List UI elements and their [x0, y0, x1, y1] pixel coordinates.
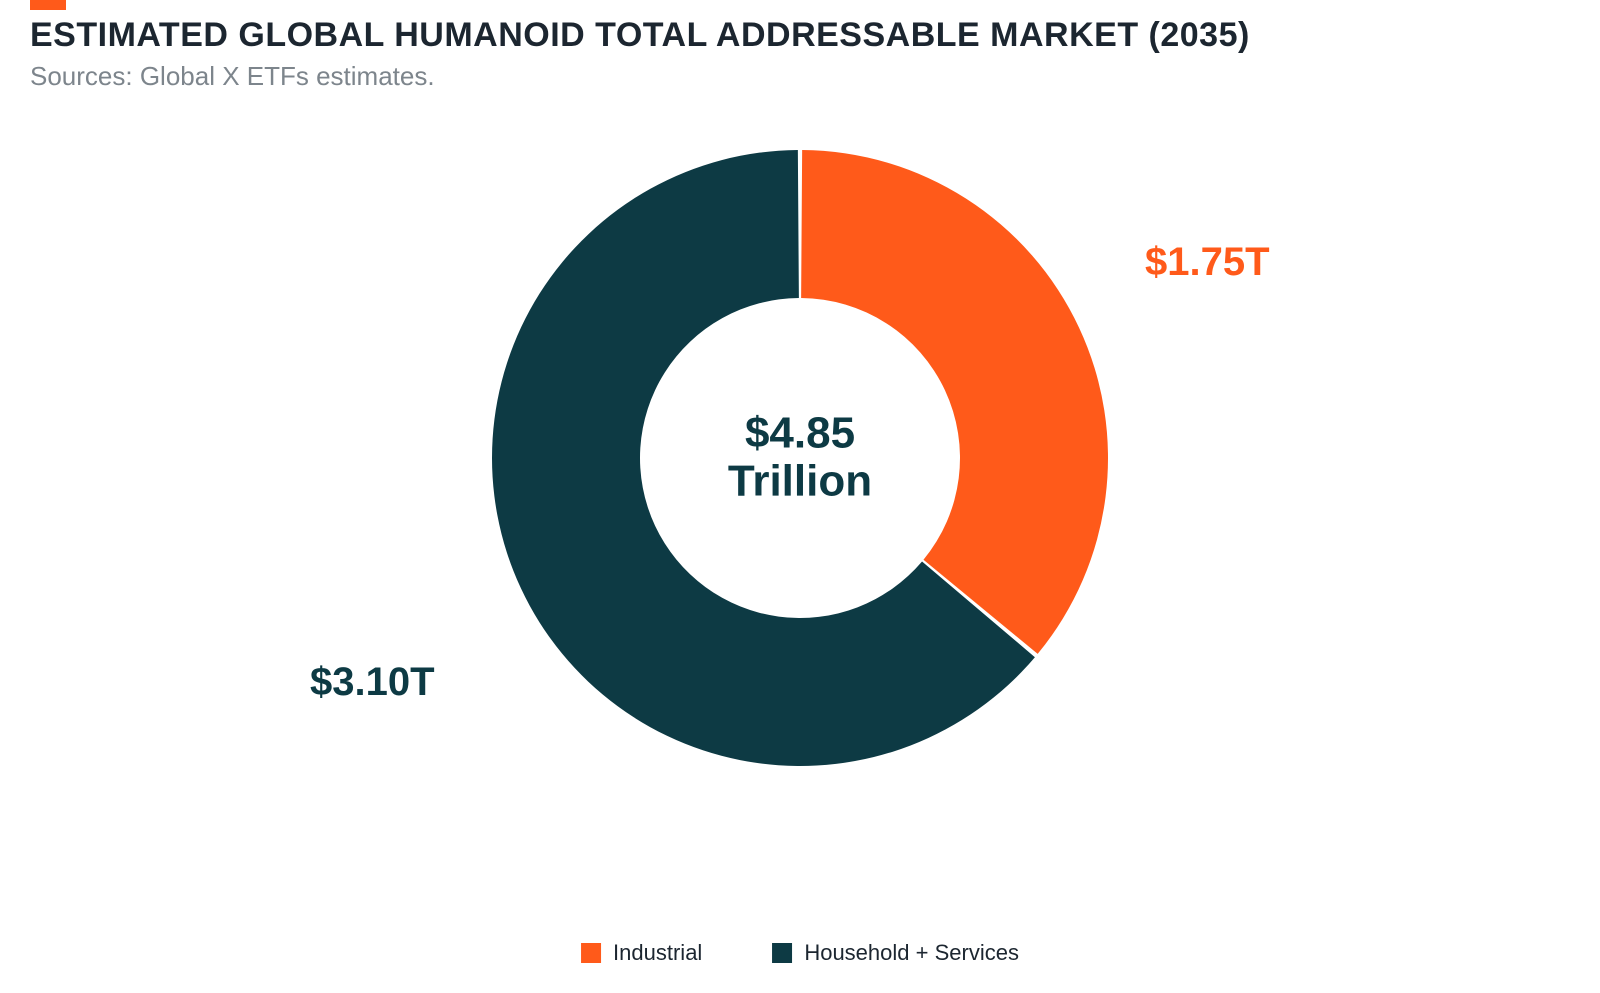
- slice-label-industrial: $1.75T: [1145, 240, 1270, 285]
- donut-center-label: $4.85 Trillion: [728, 410, 872, 507]
- chart-title: ESTIMATED GLOBAL HUMANOID TOTAL ADDRESSA…: [30, 16, 1570, 55]
- slice-label-household-services: $3.10T: [310, 660, 435, 705]
- legend-swatch-household-services: [772, 943, 792, 963]
- legend: Industrial Household + Services: [581, 940, 1019, 966]
- accent-bar: [30, 0, 66, 10]
- center-line2: Trillion: [728, 458, 872, 506]
- chart-area: $4.85 Trillion $1.75T $3.10T: [0, 150, 1600, 766]
- legend-label-household-services: Household + Services: [804, 940, 1019, 966]
- legend-label-industrial: Industrial: [613, 940, 702, 966]
- legend-item-household-services: Household + Services: [772, 940, 1019, 966]
- chart-subtitle: Sources: Global X ETFs estimates.: [30, 61, 1570, 92]
- page: ESTIMATED GLOBAL HUMANOID TOTAL ADDRESSA…: [0, 0, 1600, 993]
- center-line1: $4.85: [728, 410, 872, 458]
- donut-container: $4.85 Trillion $1.75T $3.10T: [492, 150, 1108, 766]
- legend-item-industrial: Industrial: [581, 940, 702, 966]
- donut-slice-industrial: [801, 150, 1108, 654]
- legend-swatch-industrial: [581, 943, 601, 963]
